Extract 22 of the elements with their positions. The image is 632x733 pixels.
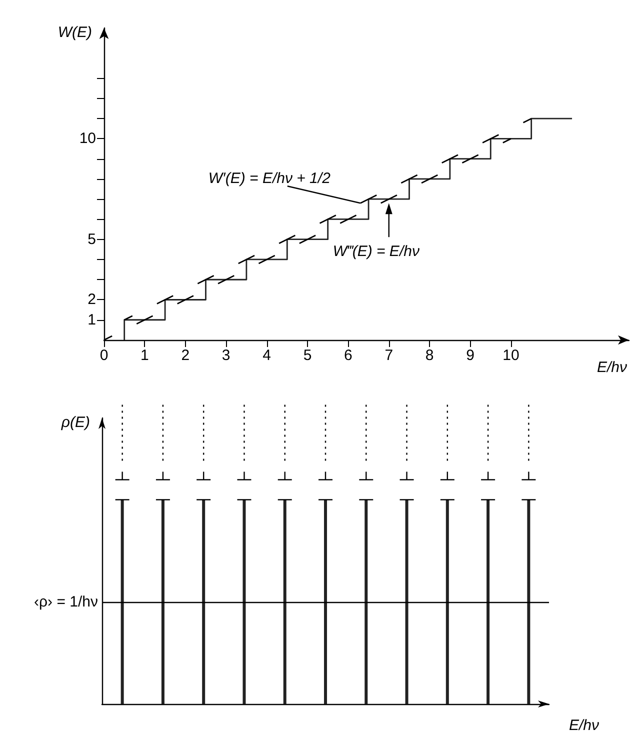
x-tick-label: 9 bbox=[466, 347, 474, 364]
x-tick-label: 10 bbox=[502, 347, 520, 364]
x-tick-label: 0 bbox=[100, 347, 108, 364]
annotation: W‴(E) = E/hν bbox=[332, 243, 420, 260]
ref-line-label: ‹ρ› = 1/hν bbox=[34, 593, 98, 610]
x-axis-title: E/hν bbox=[569, 717, 600, 733]
y-axis-title: ρ(E) bbox=[60, 414, 90, 431]
x-tick-label: 1 bbox=[140, 347, 149, 364]
y-axis-title: W(E) bbox=[58, 24, 92, 41]
x-axis-title: E/hν bbox=[596, 359, 628, 376]
x-tick-label: 7 bbox=[384, 347, 394, 364]
x-tick-label: 6 bbox=[344, 347, 352, 364]
x-tick-label: 3 bbox=[222, 347, 230, 364]
y-tick-label: 2 bbox=[88, 291, 96, 308]
y-tick-label: 1 bbox=[88, 311, 96, 328]
y-tick-label: 10 bbox=[79, 130, 96, 148]
x-tick-label: 4 bbox=[262, 347, 271, 364]
x-tick-label: 2 bbox=[181, 347, 190, 364]
x-tick-label: 8 bbox=[425, 347, 434, 364]
y-tick-label: 5 bbox=[88, 230, 96, 248]
x-tick-label: 5 bbox=[303, 347, 312, 364]
annotation: W′(E) = E/hν + 1/2 bbox=[208, 170, 332, 188]
